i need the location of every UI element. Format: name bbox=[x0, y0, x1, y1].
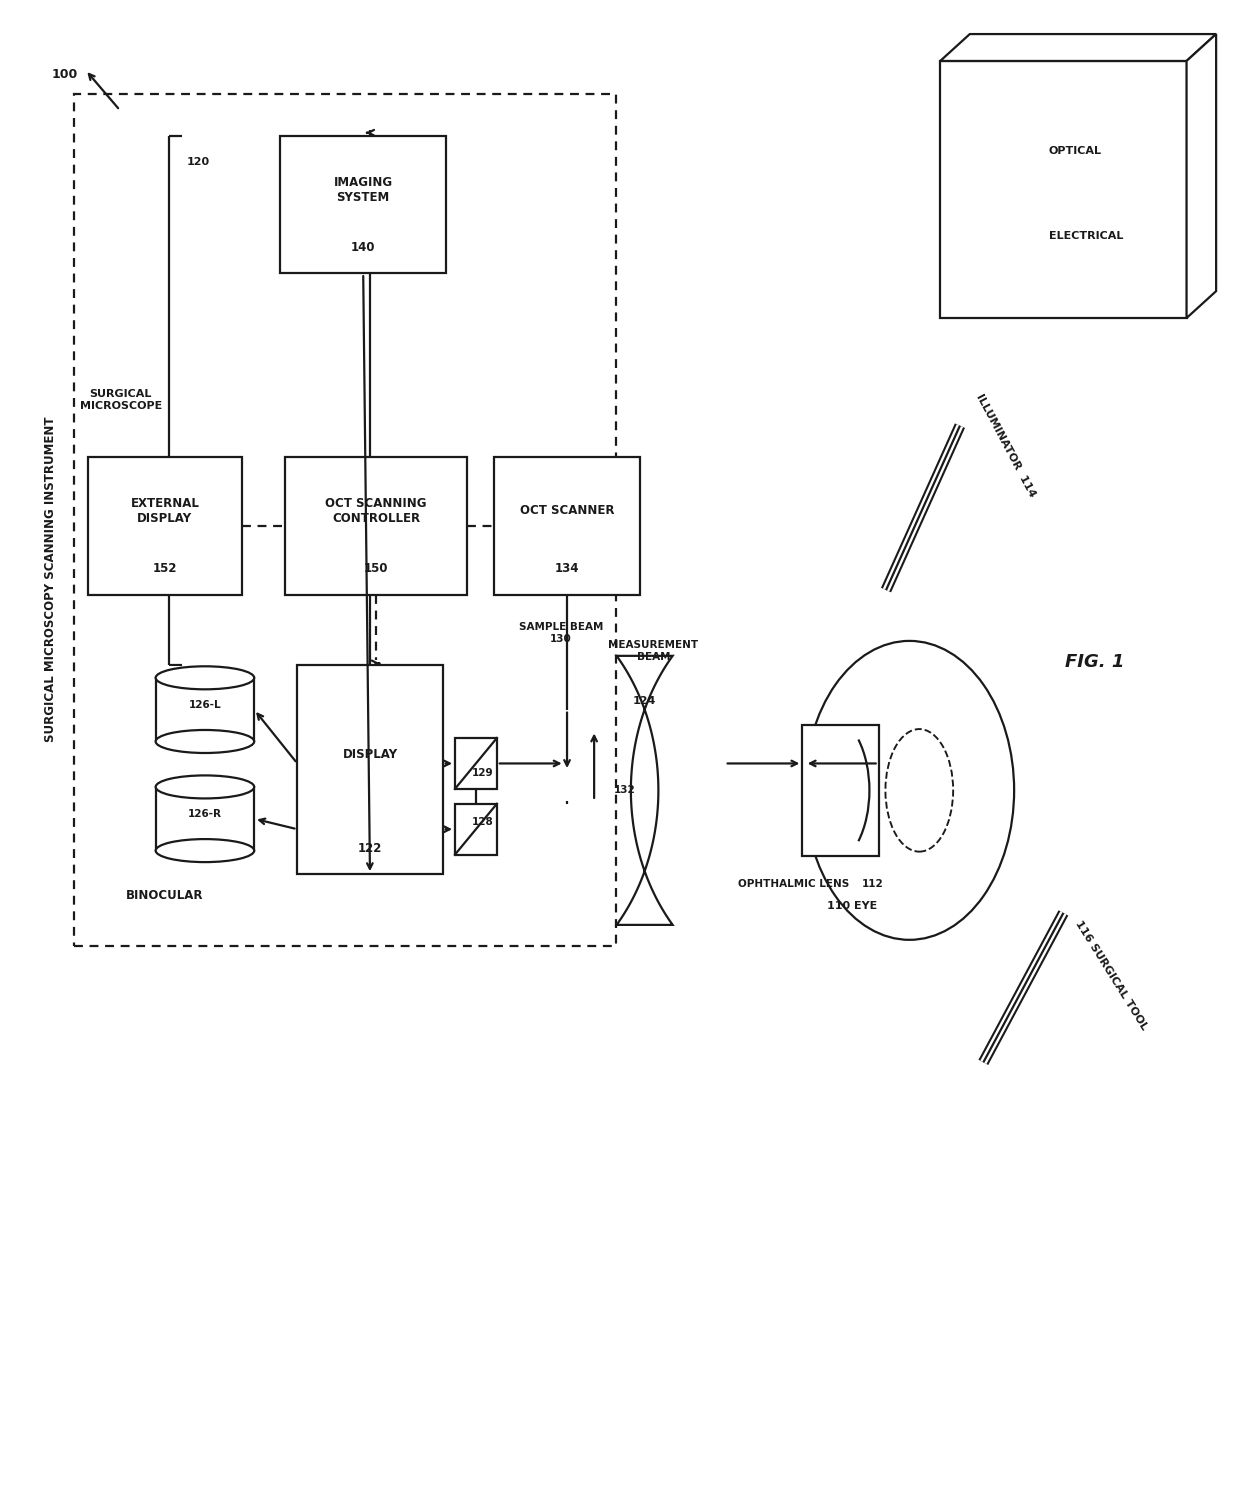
Text: DISPLAY: DISPLAY bbox=[342, 748, 398, 761]
Ellipse shape bbox=[156, 730, 254, 753]
Polygon shape bbox=[616, 655, 672, 924]
Polygon shape bbox=[1187, 35, 1216, 319]
Text: 128: 128 bbox=[472, 818, 494, 827]
Bar bbox=[285, 457, 467, 595]
Text: 152: 152 bbox=[153, 562, 177, 576]
Bar bbox=[74, 93, 616, 945]
Bar bbox=[455, 738, 497, 789]
Text: SAMPLE BEAM
130: SAMPLE BEAM 130 bbox=[518, 622, 603, 643]
Ellipse shape bbox=[156, 839, 254, 863]
Text: FIG. 1: FIG. 1 bbox=[1064, 652, 1123, 670]
Text: MEASUREMENT
BEAM: MEASUREMENT BEAM bbox=[608, 640, 698, 661]
Text: ILLUMINATOR  114: ILLUMINATOR 114 bbox=[975, 392, 1038, 499]
Text: 134: 134 bbox=[554, 562, 579, 576]
Text: 120: 120 bbox=[186, 156, 210, 167]
Bar bbox=[88, 457, 242, 595]
Text: SURGICAL MICROSCOPY SCANNING INSTRUMENT: SURGICAL MICROSCOPY SCANNING INSTRUMENT bbox=[45, 416, 57, 742]
Ellipse shape bbox=[156, 666, 254, 690]
Bar bbox=[495, 457, 640, 595]
Bar bbox=[802, 724, 879, 857]
Text: 129: 129 bbox=[472, 768, 494, 779]
Text: 132: 132 bbox=[614, 786, 636, 795]
Ellipse shape bbox=[805, 640, 1014, 939]
Text: 122: 122 bbox=[358, 842, 382, 855]
Bar bbox=[156, 776, 254, 863]
Text: 112: 112 bbox=[862, 879, 883, 888]
Text: 126-R: 126-R bbox=[188, 809, 222, 819]
Text: SURGICAL
MICROSCOPE: SURGICAL MICROSCOPE bbox=[79, 389, 161, 410]
Text: 116 SURGICAL TOOL: 116 SURGICAL TOOL bbox=[1074, 920, 1149, 1033]
Bar bbox=[940, 62, 1187, 319]
Ellipse shape bbox=[156, 776, 254, 798]
Text: OPTICAL: OPTICAL bbox=[1049, 146, 1101, 156]
Text: 124: 124 bbox=[632, 696, 656, 706]
Text: 126-L: 126-L bbox=[188, 700, 221, 709]
Text: IMAGING
SYSTEM: IMAGING SYSTEM bbox=[334, 176, 393, 203]
Polygon shape bbox=[940, 35, 1216, 62]
Text: 110 EYE: 110 EYE bbox=[827, 900, 877, 911]
Text: 140: 140 bbox=[351, 240, 376, 254]
Text: ELECTRICAL: ELECTRICAL bbox=[1049, 231, 1123, 240]
Text: 100: 100 bbox=[52, 68, 78, 81]
Bar bbox=[156, 666, 254, 753]
Text: EXTERNAL
DISPLAY: EXTERNAL DISPLAY bbox=[130, 497, 200, 525]
Text: OCT SCANNER: OCT SCANNER bbox=[520, 505, 614, 517]
Bar bbox=[298, 664, 443, 875]
Bar bbox=[455, 804, 497, 855]
Text: OCT SCANNING
CONTROLLER: OCT SCANNING CONTROLLER bbox=[325, 497, 427, 525]
Bar bbox=[280, 135, 446, 274]
Text: OPHTHALMIC LENS: OPHTHALMIC LENS bbox=[738, 879, 849, 888]
Text: BINOCULAR: BINOCULAR bbox=[125, 888, 203, 902]
Text: 150: 150 bbox=[363, 562, 388, 576]
